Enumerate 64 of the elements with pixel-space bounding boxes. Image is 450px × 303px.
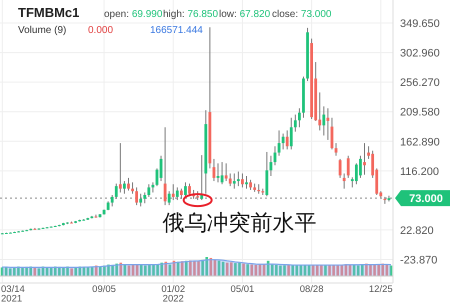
bar [50,268,52,276]
y-tick-label: 22.820 [400,224,434,237]
bar [262,264,266,276]
bar [238,262,241,276]
annotation: 166571.444 [150,25,204,36]
annotation: low: 67.820 [219,9,271,20]
x-tick-label: 12/25 [368,284,393,295]
bar [152,264,155,276]
bar [369,264,372,276]
bar [246,264,249,276]
annotation: 0.000 [88,25,114,36]
bar [356,266,360,276]
bar [132,264,134,276]
annotation: 俄乌冲突前水平 [162,210,317,236]
bar [144,266,147,276]
y-tick-label: 116.200 [400,166,439,178]
bar [193,260,196,276]
bar [230,262,233,276]
bar [295,266,298,276]
bar [90,267,94,276]
bar [283,265,286,276]
ref-line-label: 73.000 [409,193,443,206]
bar [279,266,282,276]
bar [234,263,237,276]
annotation: open: 69.990 [104,9,163,20]
bar [242,264,245,276]
annotation: high: 76.850 [163,9,218,20]
bar [168,264,172,276]
annotation: close: 73.000 [272,9,332,20]
bar [0,267,4,276]
annotation: Volume (9) [18,25,66,36]
x-tick-label: 05/01 [230,284,254,295]
bar [218,260,220,276]
x-tick-label: 01/02 2022 [161,284,186,303]
bar [254,264,258,276]
bar [312,266,314,276]
bar [390,266,392,276]
bar [300,265,302,276]
y-tick-label: 349.650 [400,18,440,30]
bar [304,264,306,276]
bar [336,266,340,276]
y-tick-label: 256.270 [400,77,440,90]
bar [222,262,224,276]
chart-title: TFMBMc1 [18,5,80,20]
bar [197,261,200,276]
bar [258,264,262,276]
x-tick-label: 03/14 2021 [1,284,25,303]
x-tick-label: 08/28 [300,284,324,295]
x-tick-label: 09/05 [92,284,116,295]
bar [21,268,24,276]
bar [226,262,229,276]
bar [324,266,327,276]
bar [62,267,65,276]
bar [128,266,130,276]
y-tick-label: 162.890 [400,136,440,148]
bar [373,264,376,276]
y-tick-label: 209.580 [400,106,440,119]
bar [270,264,274,276]
bar [275,264,278,276]
bar [348,264,352,276]
y-tick-label: 302.960 [400,48,440,60]
bar [250,264,254,276]
y-tick-label: -23.870 [400,254,438,266]
bar [328,264,331,276]
